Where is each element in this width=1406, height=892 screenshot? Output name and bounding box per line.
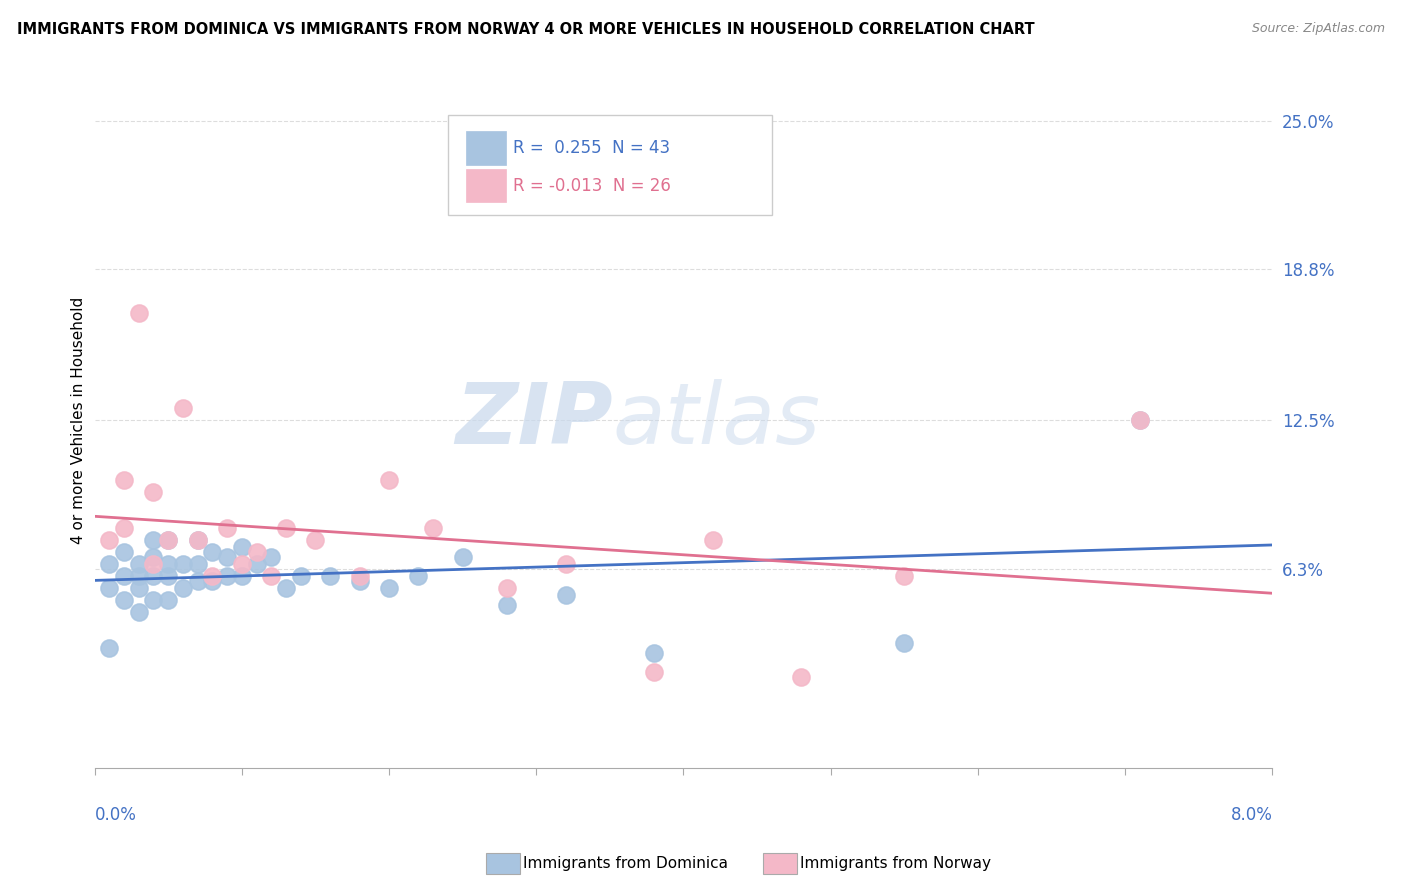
Point [128,305,150,319]
Text: Source: ZipAtlas.com: Source: ZipAtlas.com [1251,22,1385,36]
Point [187,574,209,588]
Y-axis label: 4 or more Vehicles in Household: 4 or more Vehicles in Household [72,297,86,544]
Point [157,557,180,571]
Point [172,581,194,595]
Text: atlas: atlas [613,379,821,462]
Point [112,593,135,607]
Point [274,521,297,535]
Text: R =  0.255  N = 43: R = 0.255 N = 43 [513,139,669,157]
Point [142,569,165,583]
Point [112,473,135,487]
Point [274,581,297,595]
Point [98,640,121,655]
Point [157,533,180,548]
Text: IMMIGRANTS FROM DOMINICA VS IMMIGRANTS FROM NORWAY 4 OR MORE VEHICLES IN HOUSEHO: IMMIGRANTS FROM DOMINICA VS IMMIGRANTS F… [17,22,1035,37]
Text: Immigrants from Dominica: Immigrants from Dominica [523,856,728,871]
Point [142,557,165,571]
Point [128,605,150,619]
Point [790,670,813,684]
Point [378,473,401,487]
Point [1129,413,1152,427]
Point [128,569,150,583]
Text: R = -0.013  N = 26: R = -0.013 N = 26 [513,177,671,194]
Point [260,549,283,564]
Point [112,569,135,583]
Point [422,521,444,535]
Point [187,533,209,548]
Point [98,581,121,595]
Point [349,574,371,588]
Point [172,557,194,571]
Point [98,557,121,571]
Point [260,569,283,583]
Point [157,593,180,607]
Point [112,521,135,535]
FancyBboxPatch shape [465,131,506,165]
Point [157,533,180,548]
Point [157,569,180,583]
Text: ZIP: ZIP [456,379,613,462]
FancyBboxPatch shape [465,169,506,202]
Text: Immigrants from Norway: Immigrants from Norway [800,856,991,871]
Point [451,549,474,564]
Point [142,533,165,548]
Point [142,485,165,500]
Point [245,557,267,571]
Point [319,569,342,583]
Text: 8.0%: 8.0% [1230,805,1272,824]
Point [643,646,665,660]
Point [495,581,517,595]
Point [217,569,239,583]
Point [201,569,224,583]
Point [893,636,915,650]
Point [495,598,517,612]
Point [112,545,135,559]
Point [98,533,121,548]
Point [187,533,209,548]
Point [408,569,430,583]
Point [201,545,224,559]
Text: 0.0%: 0.0% [94,805,136,824]
Point [231,569,253,583]
Point [349,569,371,583]
Point [217,521,239,535]
Point [142,549,165,564]
Point [893,569,915,583]
Point [172,401,194,416]
Point [378,581,401,595]
Point [290,569,312,583]
Point [217,549,239,564]
Point [128,557,150,571]
Point [1129,413,1152,427]
Point [201,574,224,588]
Point [643,665,665,679]
Point [128,581,150,595]
Point [554,588,576,602]
Point [245,545,267,559]
Point [142,593,165,607]
FancyBboxPatch shape [449,115,772,215]
Point [304,533,326,548]
Point [702,533,724,548]
Point [231,557,253,571]
Point [187,557,209,571]
Point [554,557,576,571]
Point [231,541,253,555]
